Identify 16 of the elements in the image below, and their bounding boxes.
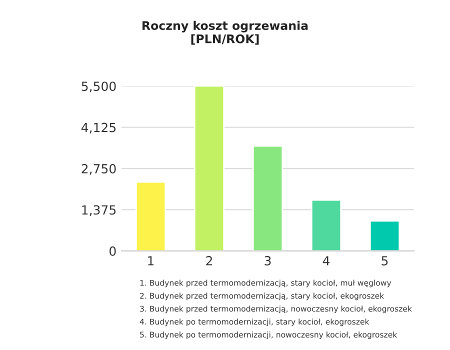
bar [135,181,166,251]
bar [252,145,284,251]
y-tick-label: 5,500 [82,82,116,92]
bar [310,199,342,251]
y-tick-label: 1,375 [82,205,116,216]
y-tick-label: 4,125 [81,122,116,134]
x-tick-label: 4 [322,256,330,266]
x-tick-label: 5 [382,256,388,266]
x-tick-label: 3 [264,256,271,266]
bar [369,220,400,251]
chart-title: Roczny koszt ogrzewania [PLN/ROK] [142,20,308,45]
y-tick-label: 2,750 [82,164,116,175]
x-tick-label: 1 [148,256,154,266]
y-tick-label: 0 [110,246,116,256]
bar [194,86,225,251]
x-tick-label: 2 [206,256,212,266]
